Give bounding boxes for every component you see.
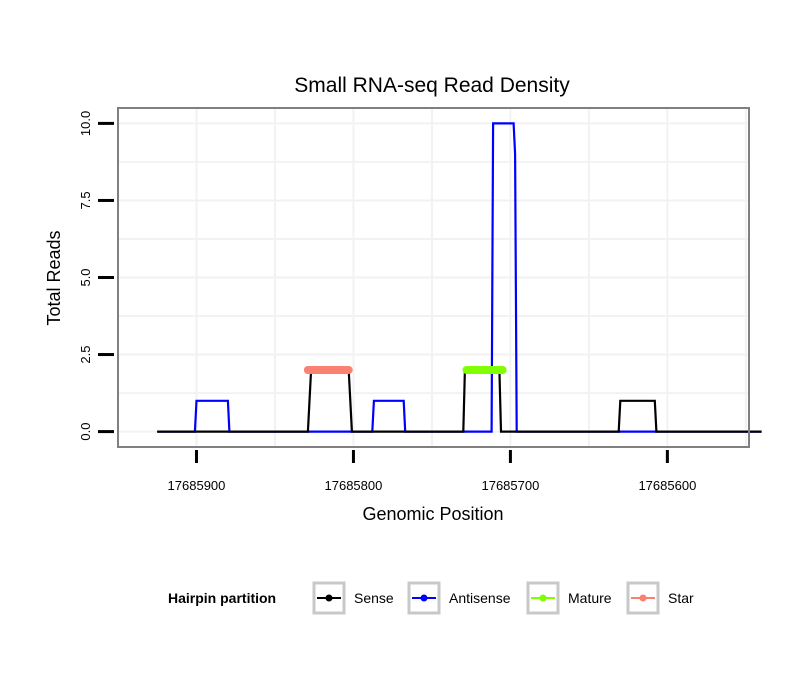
x-tick-label: 17685900 (168, 478, 226, 493)
x-tick-label: 17685700 (481, 478, 539, 493)
chart-title: Small RNA-seq Read Density (294, 74, 570, 97)
y-axis-label: Total Reads (44, 230, 64, 325)
legend-label: Antisense (449, 590, 511, 606)
y-tick-label: 5.0 (78, 268, 93, 286)
x-axis-label: Genomic Position (362, 504, 503, 524)
y-tick-label: 2.5 (78, 346, 93, 364)
x-tick-label: 17685800 (325, 478, 383, 493)
series-lines (157, 122, 762, 433)
y-tick-label: 0.0 (78, 423, 93, 441)
legend-label: Sense (354, 590, 394, 606)
y-tick-label: 10.0 (78, 111, 93, 136)
legend-label: Mature (568, 590, 612, 606)
legend-key-point (639, 594, 647, 602)
legend-key-point (325, 594, 333, 602)
axes: 17685900 17685800 17685700 17685600 0.0 2.5 5.… (78, 111, 696, 493)
legend: Hairpin partition Sense Antisense Mature St… (168, 581, 694, 615)
plot-border (117, 107, 750, 448)
legend-entries: Sense Antisense Mature Star (312, 581, 694, 615)
x-tick-label: 17685600 (638, 478, 696, 493)
legend-title: Hairpin partition (168, 590, 276, 606)
y-tick-label: 7.5 (78, 191, 93, 209)
series-antisense-line (157, 122, 762, 433)
grid-lines (118, 108, 749, 447)
plot-area (117, 107, 762, 448)
legend-key-point (539, 594, 547, 602)
legend-key-point (420, 594, 428, 602)
legend-label: Star (668, 590, 694, 606)
